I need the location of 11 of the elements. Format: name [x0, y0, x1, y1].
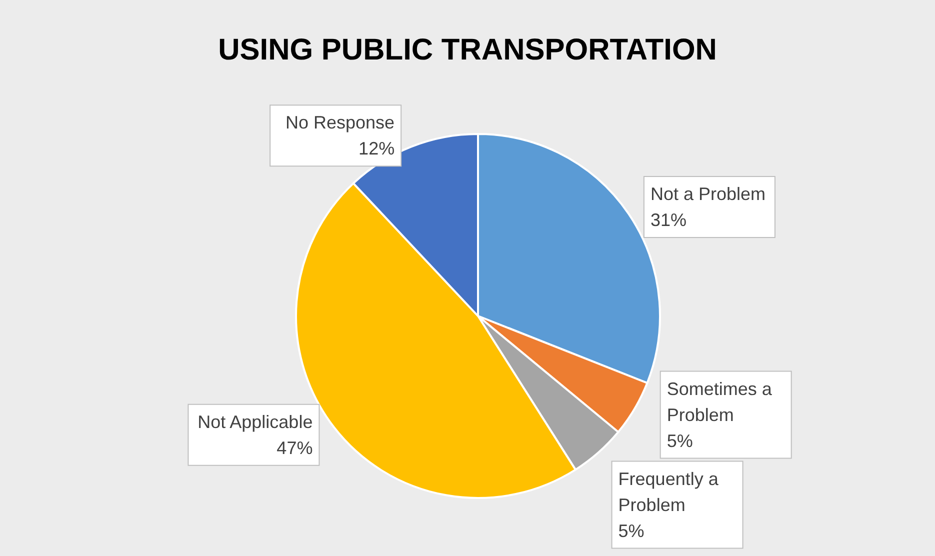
data-label: 12% — [358, 138, 395, 159]
slice-label: Not Applicable — [198, 412, 313, 432]
slice-label: No Response — [286, 112, 395, 133]
chart-title: USING PUBLIC TRANSPORTATION — [218, 34, 717, 66]
slice-label: Sometimes a Problem — [666, 378, 777, 425]
data-label: 47% — [276, 438, 313, 458]
data-label: 31% — [650, 210, 686, 230]
data-label: 5% — [618, 520, 644, 541]
slice-label: Frequently a Problem — [618, 468, 724, 515]
slice-label: Not a Problem — [650, 184, 766, 204]
data-label: 5% — [666, 430, 693, 451]
